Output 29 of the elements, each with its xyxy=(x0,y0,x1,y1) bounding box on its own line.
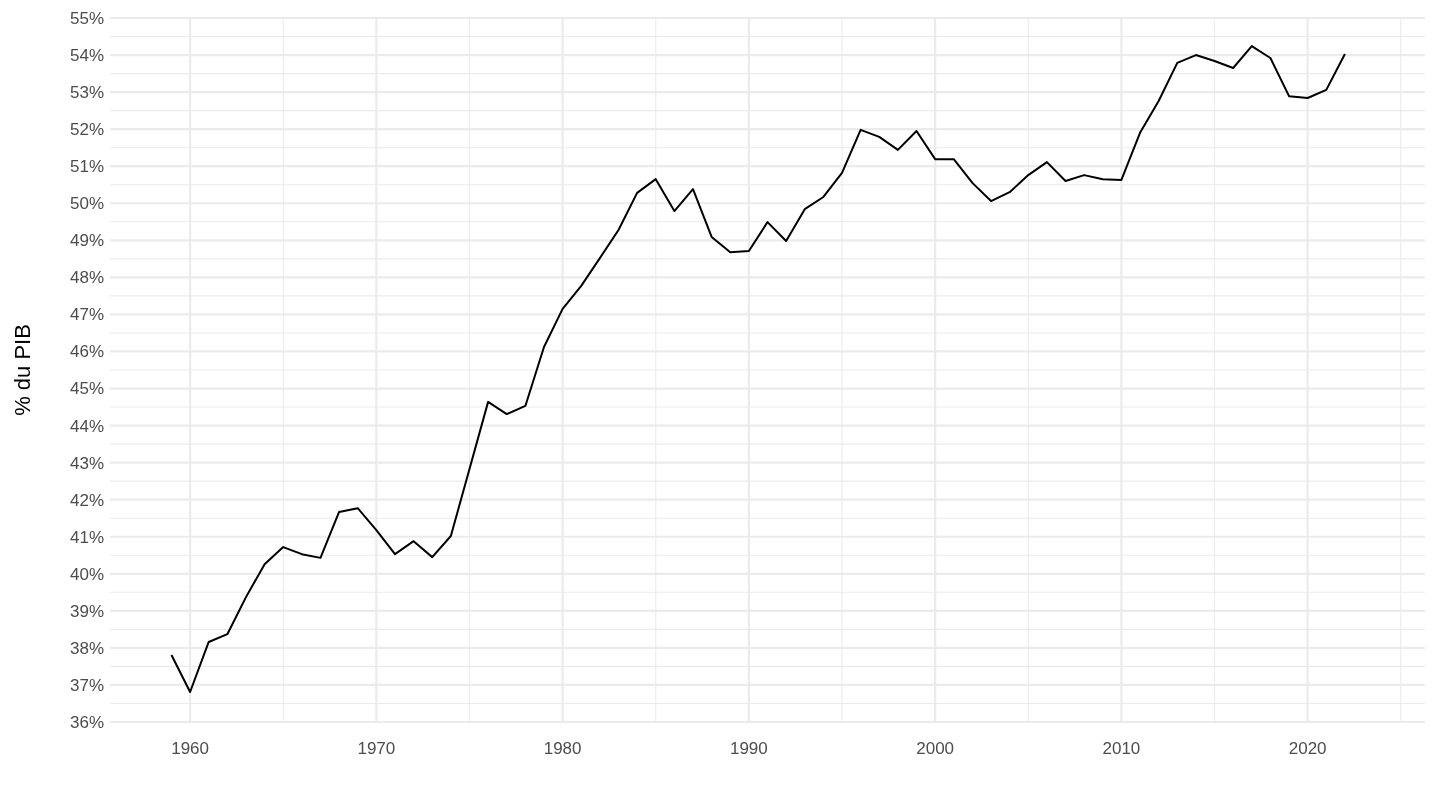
y-tick-label: 36% xyxy=(69,712,104,732)
y-tick-label: 40% xyxy=(69,564,104,584)
y-tick-label: 44% xyxy=(69,416,104,436)
x-tick-label: 1960 xyxy=(171,739,210,758)
y-tick-label: 41% xyxy=(69,527,104,547)
y-tick-label: 49% xyxy=(69,231,104,251)
line-series xyxy=(170,45,1346,693)
y-tick-label: 38% xyxy=(69,638,104,658)
y-tick-label: 42% xyxy=(69,490,104,510)
x-tick-label: 1990 xyxy=(729,739,768,758)
y-tick-label: 54% xyxy=(69,46,104,65)
x-tick-label: 1980 xyxy=(543,739,582,758)
y-tick-label: 47% xyxy=(69,305,104,325)
y-tick-label: 51% xyxy=(69,157,104,177)
y-tick-label: 39% xyxy=(69,601,104,621)
y-tick-label: 55% xyxy=(69,8,104,28)
y-tick-label: 53% xyxy=(69,83,104,103)
x-tick-label: 2000 xyxy=(916,739,955,758)
y-tick-label: 48% xyxy=(69,268,104,288)
x-tick-label: 1970 xyxy=(357,739,396,758)
y-tick-label: 50% xyxy=(69,194,104,214)
y-tick-label: 45% xyxy=(69,379,104,399)
x-tick-label: 2010 xyxy=(1102,739,1141,758)
y-tick-label: 46% xyxy=(69,342,104,362)
y-tick-label: 43% xyxy=(69,453,104,473)
y-tick-label: 37% xyxy=(69,675,104,695)
x-tick-label: 2020 xyxy=(1288,739,1327,758)
y-tick-label: 52% xyxy=(69,120,104,140)
y-axis-title: % du PIB xyxy=(10,324,35,416)
